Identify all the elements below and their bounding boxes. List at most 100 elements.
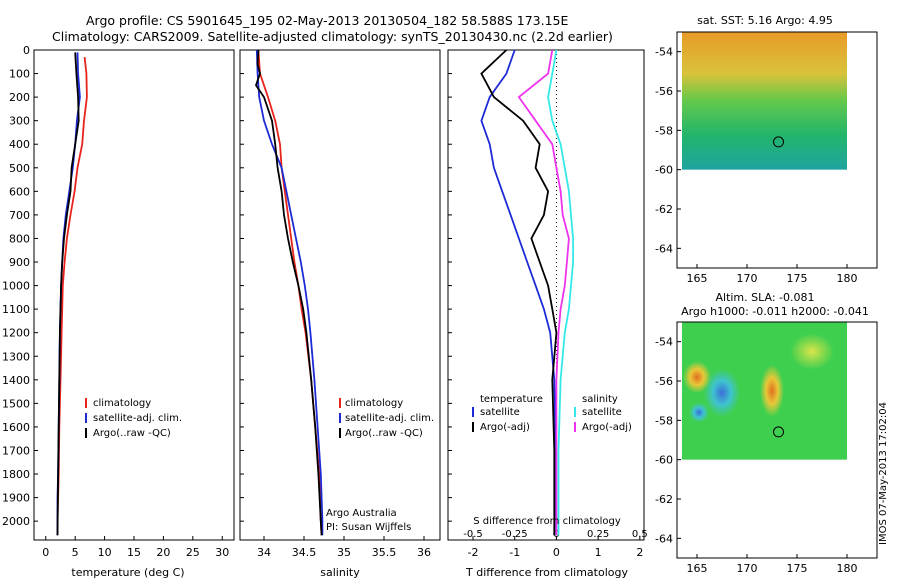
series-line-2 xyxy=(547,49,574,536)
x-tick-label: 10 xyxy=(98,546,112,559)
x-tick-label: 30 xyxy=(215,546,229,559)
temperature-panel: 0100200300400500600700800900100011001200… xyxy=(2,44,452,579)
difference-top-label: S difference from climatology xyxy=(473,516,621,527)
depth-tick-label: 1700 xyxy=(2,444,30,457)
lon-tick-label: 175 xyxy=(787,562,808,575)
sla-eddy xyxy=(689,402,709,423)
lat-tick-label: -58 xyxy=(655,414,673,427)
lat-tick-label: -62 xyxy=(655,203,673,216)
pi-label: PI: Susan Wijffels xyxy=(326,522,411,533)
x-tick-label: 0 xyxy=(42,546,49,559)
top-tick-label: 0.5 xyxy=(632,529,648,540)
legend-climatology: climatology xyxy=(345,398,403,409)
series-line-0 xyxy=(56,57,88,536)
depth-tick-label: 500 xyxy=(9,162,30,175)
x-tick-label: 34 xyxy=(257,546,271,559)
series-line-1 xyxy=(255,49,324,536)
x-tick-label: 15 xyxy=(127,546,141,559)
sla-map-axes: 165 170 175 180 -54 -56 -58 -60 -62 -64 xyxy=(655,336,857,575)
temperature-x-axis: 0 5 10 15 20 25 30 xyxy=(42,536,229,559)
argo-australia-label: Argo Australia xyxy=(326,508,397,519)
top-tick-label: -0.25 xyxy=(502,529,528,540)
depth-tick-label: 100 xyxy=(9,68,30,81)
legend-satellite: satellite-adj. clim. xyxy=(93,413,182,424)
difference-xlabel: T difference from climatology xyxy=(465,566,628,579)
depth-tick-label: 900 xyxy=(9,256,30,269)
top-tick-label: -0.5 xyxy=(463,529,483,540)
x-tick-label: 25 xyxy=(186,546,200,559)
legend-argo: Argo(..raw -QC) xyxy=(93,428,171,439)
depth-tick-label: 1300 xyxy=(2,350,30,363)
sst-map-frame xyxy=(676,31,878,269)
lon-tick-label: 170 xyxy=(737,272,758,285)
lat-tick-label: -58 xyxy=(655,124,673,137)
x-tick-label: 35 xyxy=(337,546,351,559)
x-tick-label: 36 xyxy=(417,546,431,559)
lat-tick-label: -64 xyxy=(655,532,673,545)
salinity-panel: 34 34.5 35 35.5 36 salinity climatology sate… xyxy=(239,49,441,579)
depth-tick-label: 800 xyxy=(9,232,30,245)
header-line-2: Climatology: CARS2009. Satellite-adjuste… xyxy=(52,29,613,44)
sla-eddy xyxy=(683,361,711,394)
legend-argo: Argo(..raw -QC) xyxy=(345,428,423,439)
lon-tick-label: 180 xyxy=(837,272,858,285)
legend-t-argo: Argo(-adj) xyxy=(480,422,530,433)
x-tick-label: 0 xyxy=(553,546,560,559)
x-tick-label: -2 xyxy=(468,546,479,559)
sst-map-panel: sat. SST: 5.16 Argo: 4.95 165 170 175 180 -5… xyxy=(655,14,878,285)
salinity-legend: climatology satellite-adj. clim. Argo(..… xyxy=(339,398,434,439)
legend-salinity-title: salinity xyxy=(582,394,618,405)
salinity-lines xyxy=(255,49,324,536)
x-tick-label: 35.5 xyxy=(372,546,397,559)
legend-climatology: climatology xyxy=(93,398,151,409)
lat-tick-label: -64 xyxy=(655,242,673,255)
argo-position-marker xyxy=(773,426,784,438)
sla-map-title: Altim. SLA: -0.081 xyxy=(715,291,814,304)
series-line-0 xyxy=(480,49,557,536)
depth-tick-label: 1800 xyxy=(2,468,30,481)
sla-eddies xyxy=(683,333,834,423)
salinity-x-axis: 34 34.5 35 35.5 36 xyxy=(257,536,431,559)
depth-tick-label: 1100 xyxy=(2,303,30,316)
difference-frame xyxy=(447,49,645,541)
depth-tick-label: 600 xyxy=(9,185,30,198)
sst-map-title: sat. SST: 5.16 Argo: 4.95 xyxy=(697,14,833,27)
sla-map-subtitle: Argo h1000: -0.011 h2000: -0.041 xyxy=(681,305,869,318)
legend-t-satellite: satellite xyxy=(480,407,520,418)
lat-tick-label: -62 xyxy=(655,493,673,506)
sla-eddy xyxy=(790,333,834,370)
legend-s-satellite: satellite xyxy=(582,407,622,418)
difference-legend: temperature satellite Argo(-adj) salinit… xyxy=(472,394,632,433)
x-tick-label: 34.5 xyxy=(292,546,317,559)
lon-tick-label: 175 xyxy=(787,272,808,285)
series-line-2 xyxy=(255,49,323,536)
lon-tick-label: 180 xyxy=(837,562,858,575)
lon-tick-label: 170 xyxy=(737,562,758,575)
x-tick-label: 1 xyxy=(595,546,602,559)
depth-tick-label: 1400 xyxy=(2,374,30,387)
sst-field xyxy=(682,32,847,170)
lat-tick-label: -54 xyxy=(655,46,673,59)
depth-tick-label: 400 xyxy=(9,138,30,151)
x-tick-label: 5 xyxy=(72,546,79,559)
sla-eddy xyxy=(704,368,740,417)
series-line-0 xyxy=(257,49,323,536)
temperature-frame xyxy=(33,49,235,541)
top-tick-label: 0.25 xyxy=(587,529,609,540)
x-tick-label: -1 xyxy=(509,546,520,559)
lat-tick-label: -60 xyxy=(655,454,673,467)
series-line-2 xyxy=(56,52,80,536)
depth-tick-label: 0 xyxy=(23,44,30,57)
lon-tick-label: 165 xyxy=(687,562,708,575)
depth-tick-label: 1200 xyxy=(2,327,30,340)
lat-tick-label: -56 xyxy=(655,85,673,98)
temperature-xlabel: temperature (deg C) xyxy=(71,566,184,579)
depth-tick-label: 2000 xyxy=(2,515,30,528)
series-line-3 xyxy=(517,49,570,536)
temperature-legend: climatology satellite-adj. clim. Argo(..… xyxy=(85,398,182,439)
x-tick-label: 20 xyxy=(156,546,170,559)
depth-tick-label: 200 xyxy=(9,91,30,104)
depth-tick-label: 1900 xyxy=(2,492,30,505)
